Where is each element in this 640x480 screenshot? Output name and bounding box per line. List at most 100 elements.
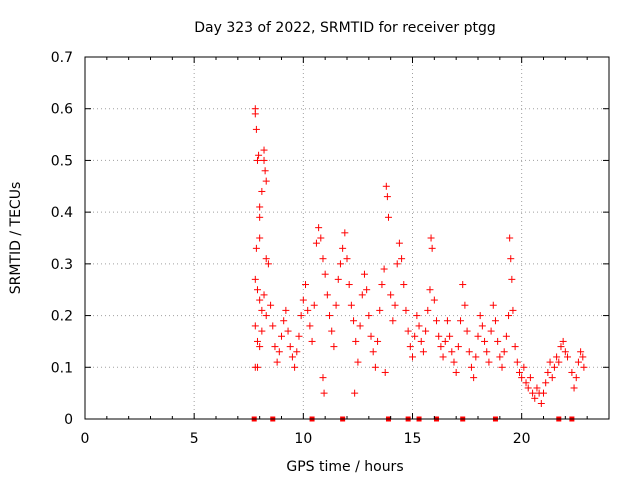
data-point [391,301,399,309]
data-point [494,337,502,345]
y-axis-label: SRMTID / TECUs [8,182,24,295]
data-point [252,125,260,133]
data-point [310,301,318,309]
data-point [513,358,521,366]
data-point [317,234,325,242]
data-point [350,317,358,325]
data-point [336,260,344,268]
data-point [496,353,504,361]
data-point [288,353,296,361]
data-point [260,146,268,154]
data-point [251,110,259,118]
data-point [320,389,328,397]
data-point [476,312,484,320]
data-point [564,353,572,361]
data-point [365,312,373,320]
data-point [537,399,545,407]
data-point [319,255,327,263]
data-point [478,322,486,330]
y-tick-label: 0.1 [51,360,73,376]
data-point [251,275,259,283]
data-point [487,327,495,335]
data-point [347,301,355,309]
data-point [430,296,438,304]
data-point [275,348,283,356]
data-point [457,317,465,325]
data-point [548,374,556,382]
data-point [533,384,541,392]
plot-frame [84,56,610,420]
data-point [354,358,362,366]
data-point [339,244,347,252]
y-tick-label: 0 [64,412,73,428]
data-point [260,291,268,299]
y-tick-label: 0.7 [51,50,73,66]
data-point [389,317,397,325]
data-point [540,389,547,397]
data-point [262,312,270,320]
data-point [284,327,292,335]
y-tick-label: 0.6 [51,102,73,118]
data-point [323,291,331,299]
data-point [299,296,307,304]
data-point [395,239,403,247]
data-point [570,384,578,392]
data-point [481,337,489,345]
data-point [371,363,379,371]
data-point [506,234,514,242]
data-point [531,394,539,402]
data-point [427,234,435,242]
data-point [579,353,587,361]
data-point [295,332,303,340]
data-point [422,327,430,335]
data-point [483,348,491,356]
x-tick-label: 20 [513,431,531,447]
data-point [253,363,261,371]
data-point [542,379,550,387]
data-point [441,337,449,345]
data-point [383,193,391,201]
data-point [369,348,377,356]
data-point [409,353,416,361]
data-point [381,368,389,376]
data-point [428,244,436,252]
data-point [258,187,266,195]
data-point [574,358,582,366]
data-point [413,312,421,320]
data-point [555,358,563,366]
gridlines [85,57,609,419]
data-point [321,270,329,278]
data-point [557,343,565,351]
data-point [470,374,478,382]
data-point [280,317,288,325]
data-point [271,343,279,351]
data-point [256,343,264,351]
y-tick-label: 0.5 [51,153,73,169]
data-point [417,337,425,345]
data-point [577,348,585,356]
data-point [507,255,515,263]
data-point [406,343,414,351]
data-point [393,260,401,268]
y-axis-ticks: 0 0.1 0.2 0.3 0.4 0.5 0.6 0.7 [51,50,609,428]
data-points [251,105,588,407]
data-point [253,286,261,294]
data-point [443,317,451,325]
data-point [262,177,270,185]
y-tick-label: 0.4 [51,205,73,221]
data-point [437,343,445,351]
data-point [511,343,519,351]
data-point [463,327,471,335]
data-point [278,332,285,340]
data-point [293,348,301,356]
data-point [411,332,419,340]
x-tick-label: 15 [404,431,422,447]
data-point [474,332,482,340]
data-point [380,265,388,273]
data-point [343,255,351,263]
data-point [491,317,499,325]
data-point [498,363,506,371]
data-point [419,348,427,356]
data-point [454,343,462,351]
data-point [264,260,272,268]
